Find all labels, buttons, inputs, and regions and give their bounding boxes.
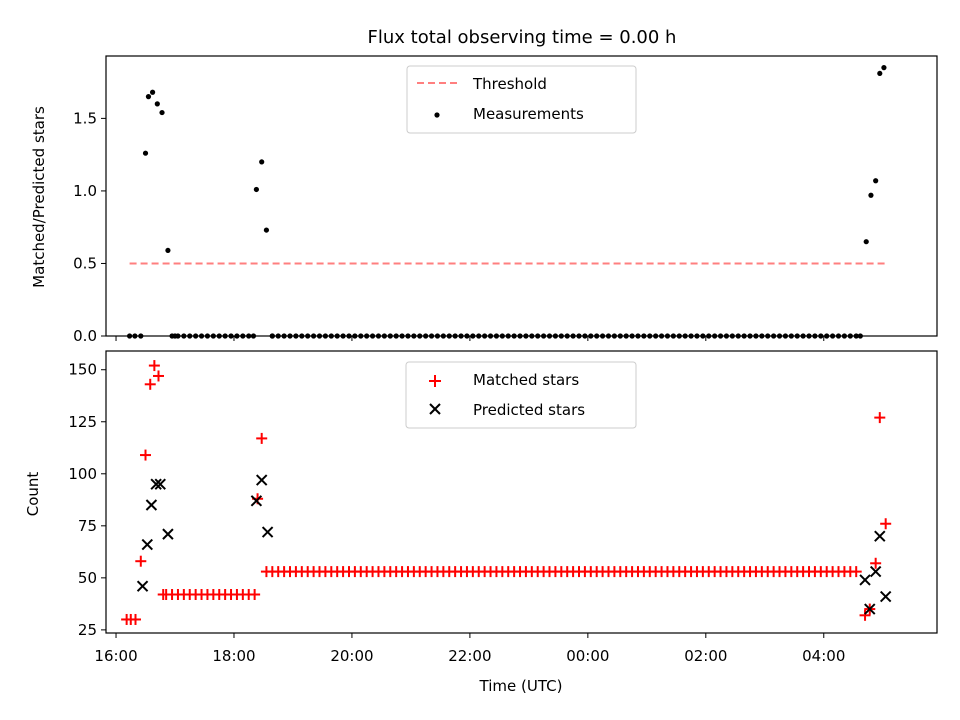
predicted-star-point <box>141 538 153 551</box>
measurement-point <box>863 239 869 245</box>
top-ytick-label: 1.5 <box>73 109 97 127</box>
matched-star-point <box>148 360 160 372</box>
matched-star-point <box>870 557 882 569</box>
matched-star-point <box>880 518 892 530</box>
matched-star-point <box>249 588 261 600</box>
predicted-star-point <box>874 530 886 542</box>
top-ytick-label: 1.0 <box>73 182 97 200</box>
top-yticks: 0.0 0.5 1.0 1.5 <box>73 109 106 345</box>
bottom-legend: Matched stars Predicted stars <box>405 361 637 429</box>
measurement-point <box>877 70 883 77</box>
bottom-marks <box>121 360 892 625</box>
measurement-point <box>259 159 265 165</box>
predicted-star-point <box>145 499 158 511</box>
legend-predicted-swatch <box>429 403 441 415</box>
legend-matched-label: Matched stars <box>473 371 579 389</box>
measurement-point <box>159 109 165 116</box>
top-ytick-label: 0.5 <box>73 254 97 272</box>
bottom-xlabel: Time (UTC) <box>479 677 563 695</box>
matched-star-point <box>152 370 164 382</box>
bottom-panel: 25 50 75 100 125 150 16:00 18:00 20:00 22:00 00:0… <box>24 350 938 695</box>
top-legend-box <box>406 65 637 134</box>
legend-matched-swatch <box>429 375 441 387</box>
measurement-point <box>868 192 874 198</box>
predicted-star-point <box>154 478 166 490</box>
predicted-star-point <box>879 590 892 603</box>
legend-predicted-label: Predicted stars <box>473 401 585 419</box>
predicted-star-point <box>255 474 268 486</box>
measurement-point <box>149 89 156 95</box>
legend-threshold-label: Threshold <box>472 75 547 93</box>
bottom-ytick-label: 50 <box>78 569 97 587</box>
matched-star-point <box>850 566 862 578</box>
top-axes-frame <box>105 55 938 337</box>
predicted-star-point <box>859 574 871 586</box>
predicted-star-point <box>869 565 882 578</box>
bottom-xticks: 16:00 18:00 20:00 22:00 00:00 02:00 04:00 <box>94 633 845 665</box>
top-ylabel: Matched/Predicted stars <box>30 106 48 288</box>
predicted-star-point <box>162 528 174 540</box>
legend-measurements-label: Measurements <box>473 105 584 123</box>
bottom-ytick-label: 125 <box>68 413 97 431</box>
bottom-ylabel: Count <box>24 472 42 517</box>
bottom-xtick-label: 18:00 <box>212 647 255 665</box>
bottom-xtick-label: 22:00 <box>448 647 491 665</box>
matched-star-point <box>859 609 871 621</box>
top-xticks <box>115 336 825 341</box>
bottom-ytick-label: 75 <box>78 517 97 535</box>
bottom-legend-box <box>405 361 637 429</box>
bottom-xtick-label: 02:00 <box>684 647 727 665</box>
bottom-xtick-label: 20:00 <box>330 647 373 665</box>
predicted-star-point <box>250 495 263 507</box>
measurement-point <box>142 150 149 156</box>
predicted-star-point <box>136 580 149 592</box>
top-ytick-label: 0.0 <box>73 327 97 345</box>
bottom-yticks: 25 50 75 100 125 150 <box>68 361 106 639</box>
bottom-xtick-label: 16:00 <box>94 647 137 665</box>
matched-star-point <box>140 449 152 461</box>
matched-star-point <box>157 588 169 600</box>
bottom-xtick-label: 04:00 <box>802 647 845 665</box>
matched-star-point <box>135 555 147 567</box>
matched-star-point <box>129 613 141 625</box>
bottom-xtick-label: 00:00 <box>566 647 609 665</box>
bottom-ytick-label: 150 <box>68 361 97 379</box>
predicted-star-point <box>150 478 162 490</box>
measurement-point <box>263 227 270 233</box>
figure-title: Flux total observing time = 0.00 h <box>368 27 677 48</box>
measurement-point <box>154 101 160 107</box>
matched-star-point <box>144 378 156 390</box>
top-legend: Threshold Measurements <box>406 65 637 134</box>
bottom-axes-frame <box>105 350 938 634</box>
matched-star-point <box>256 432 268 444</box>
measurement-point <box>253 186 259 193</box>
bottom-ytick-label: 100 <box>68 465 97 483</box>
legend-measurements-swatch <box>434 112 440 118</box>
matched-star-point <box>874 412 886 424</box>
measurement-point <box>165 247 171 254</box>
measurement-point <box>881 65 887 71</box>
top-panel: 0.0 0.5 1.0 1.5 Matched/Predicted stars Thr… <box>30 55 938 345</box>
measurement-point <box>873 178 879 184</box>
predicted-star-point <box>261 526 274 538</box>
bottom-ytick-label: 25 <box>78 621 97 639</box>
predicted-star-point <box>864 603 876 615</box>
measurement-point <box>145 94 152 100</box>
